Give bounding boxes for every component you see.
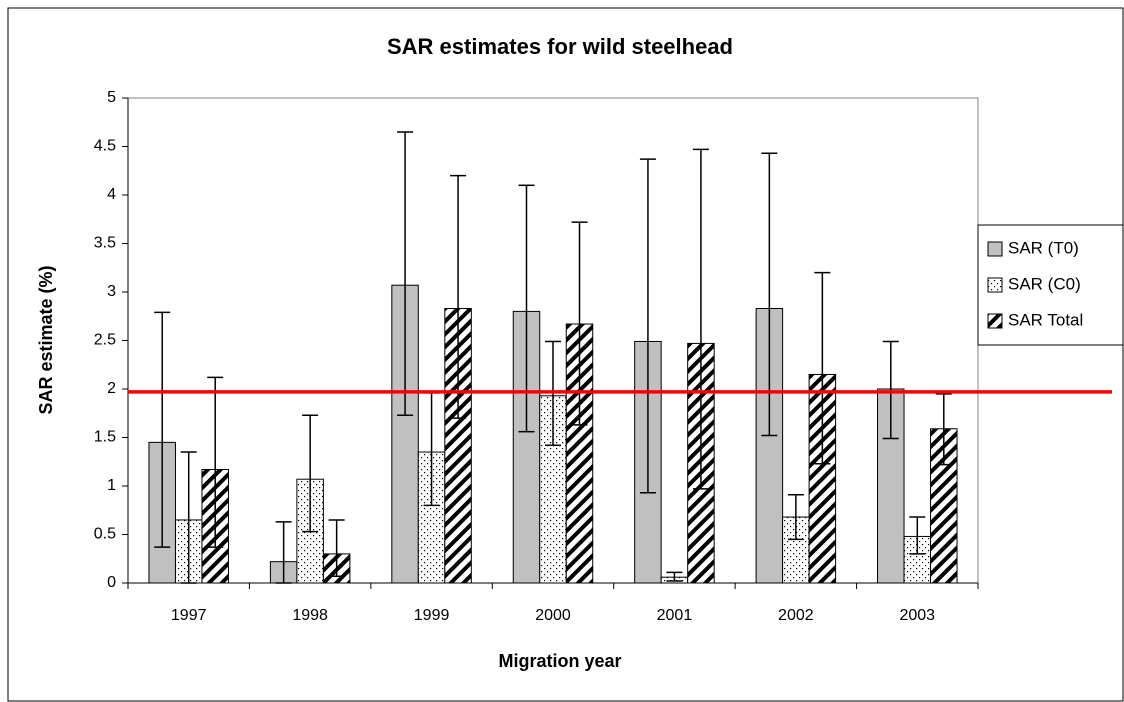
y-tick-label: 0.5	[94, 526, 116, 543]
y-tick-label: 0	[107, 574, 116, 591]
y-tick-label: 1.5	[94, 429, 116, 446]
chart-title: SAR estimates for wild steelhead	[387, 34, 733, 59]
x-tick-label: 2000	[535, 607, 571, 624]
y-tick-label: 1	[107, 477, 116, 494]
x-tick-label: 1997	[171, 607, 207, 624]
y-tick-label: 4	[107, 186, 116, 203]
legend-swatch	[987, 277, 1003, 293]
y-tick-label: 4.5	[94, 138, 116, 155]
x-tick-label: 2003	[899, 607, 935, 624]
x-axis-label: Migration year	[498, 651, 621, 671]
x-tick-label: 1999	[414, 607, 450, 624]
x-tick-label: 1998	[292, 607, 328, 624]
legend-swatch	[987, 241, 1003, 257]
y-tick-label: 2.5	[94, 332, 116, 349]
legend-label: SAR Total	[1008, 310, 1083, 329]
y-tick-label: 2	[107, 380, 116, 397]
x-tick-label: 2002	[778, 607, 814, 624]
legend-swatch	[987, 313, 1003, 329]
y-tick-label: 5	[107, 89, 116, 106]
legend-label: SAR (T0)	[1008, 238, 1079, 257]
x-tick-label: 2001	[657, 607, 693, 624]
y-axis-label: SAR estimate (%)	[36, 265, 56, 414]
y-tick-label: 3	[107, 283, 116, 300]
chart-frame	[7, 7, 1124, 702]
legend-label: SAR (C0)	[1008, 274, 1081, 293]
y-tick-label: 3.5	[94, 235, 116, 252]
bar	[930, 428, 958, 584]
